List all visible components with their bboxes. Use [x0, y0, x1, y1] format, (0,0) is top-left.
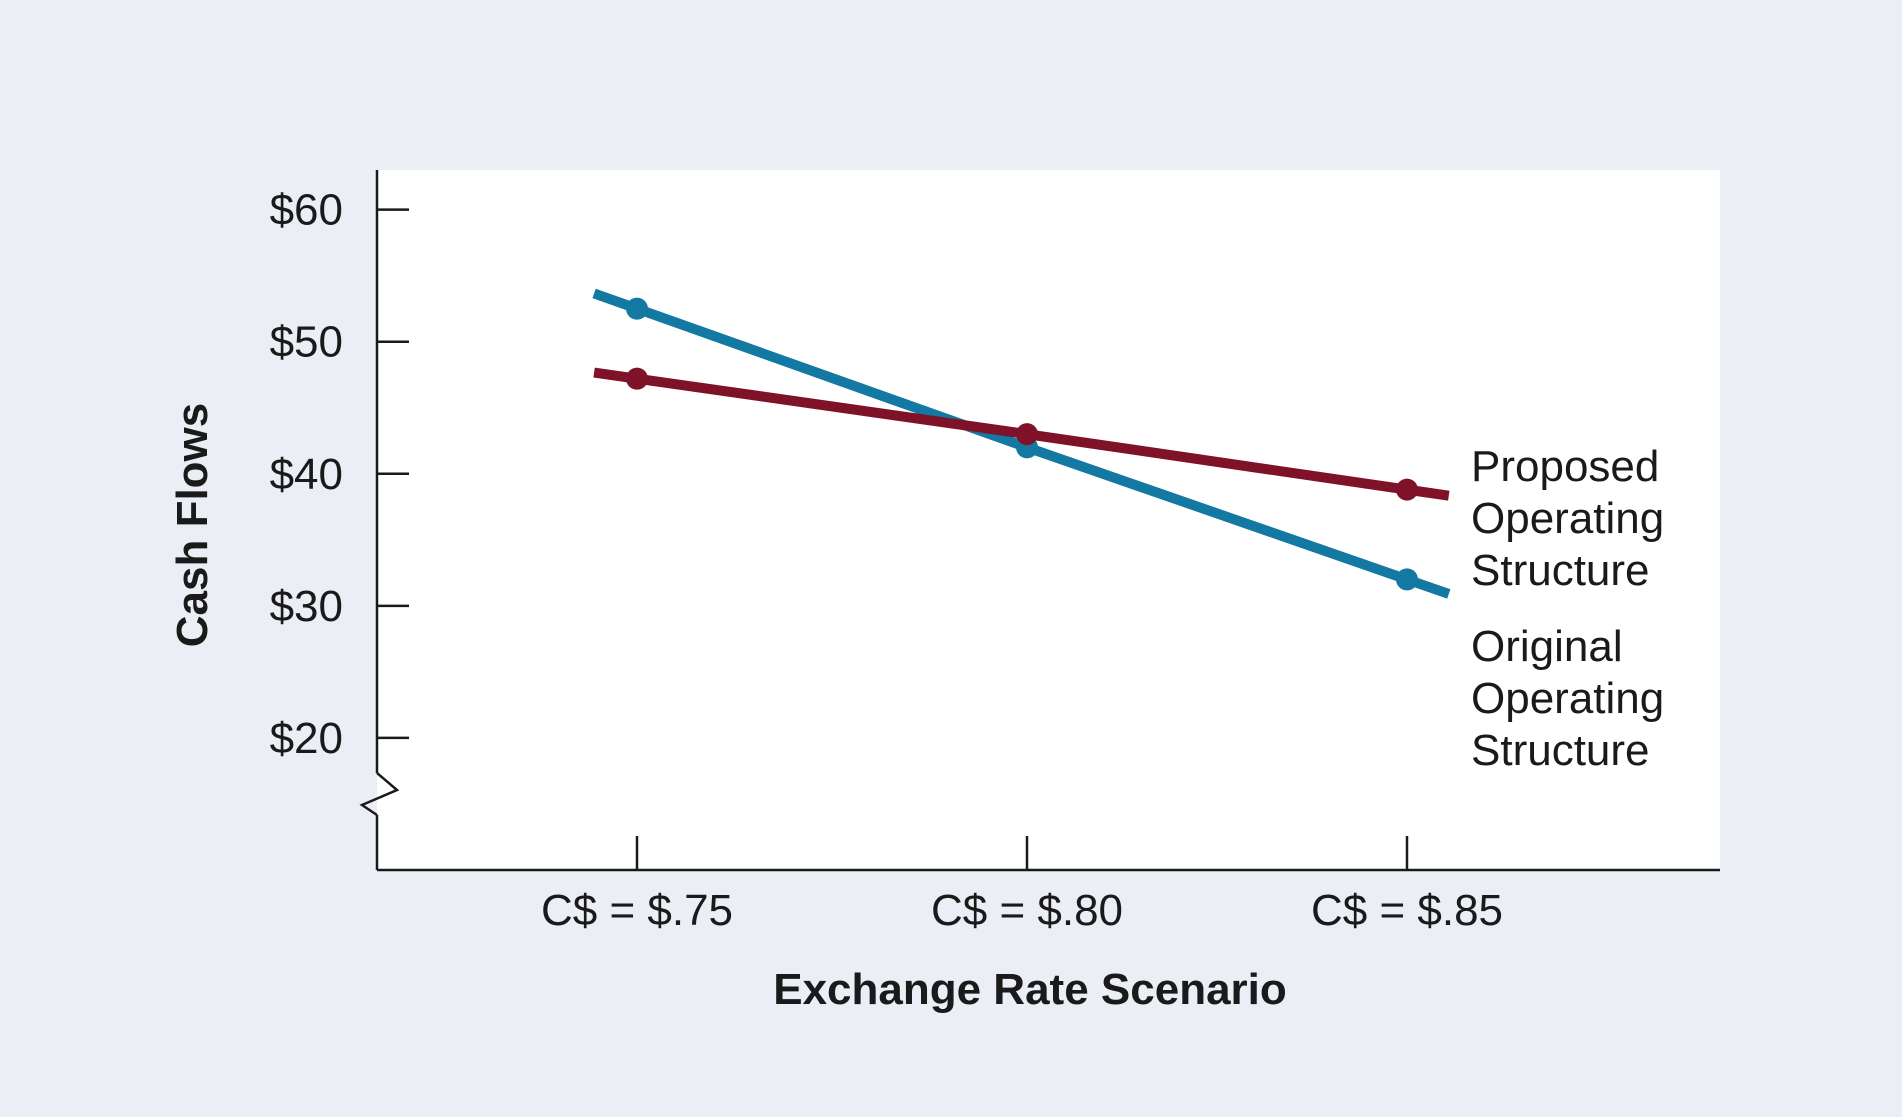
- x-tick-label: C$ = $.80: [931, 886, 1123, 935]
- data-point-proposed-operating-structure: [1396, 478, 1418, 501]
- y-tick-label: $60: [270, 186, 343, 235]
- data-point-original-operating-structure: [626, 297, 648, 320]
- y-tick-label: $50: [270, 318, 343, 367]
- x-tick-label: C$ = $.75: [541, 886, 733, 935]
- labels-layer: OriginalOperatingStructureProposedOperat…: [1471, 442, 1664, 775]
- y-axis-break: [359, 772, 400, 817]
- data-point-proposed-operating-structure: [1016, 423, 1038, 446]
- data-point-original-operating-structure: [1396, 568, 1418, 591]
- series-layer: [592, 288, 1451, 599]
- plot-background: [377, 170, 1720, 870]
- series-label-proposed-operating-structure: Proposed: [1471, 442, 1659, 491]
- data-point-proposed-operating-structure: [626, 367, 648, 390]
- series-label-original-operating-structure: Original: [1471, 622, 1623, 671]
- y-tick-label: $40: [270, 450, 343, 499]
- series-label-proposed-operating-structure: Operating: [1471, 494, 1664, 543]
- x-tick-label: C$ = $.85: [1311, 886, 1503, 935]
- y-axis-title: Cash Flows: [168, 403, 217, 648]
- series-label-original-operating-structure: Operating: [1471, 674, 1664, 723]
- y-tick-label: $20: [270, 714, 343, 763]
- series-label-original-operating-structure: Structure: [1471, 726, 1650, 775]
- series-label-proposed-operating-structure: Structure: [1471, 546, 1650, 595]
- y-tick-label: $30: [270, 582, 343, 631]
- axes: $20 $30 $40 $50 $60 C$ = $.75 C$ = $.80 C$ = $.…: [168, 170, 1720, 1014]
- x-axis-title: Exchange Rate Scenario: [773, 965, 1287, 1014]
